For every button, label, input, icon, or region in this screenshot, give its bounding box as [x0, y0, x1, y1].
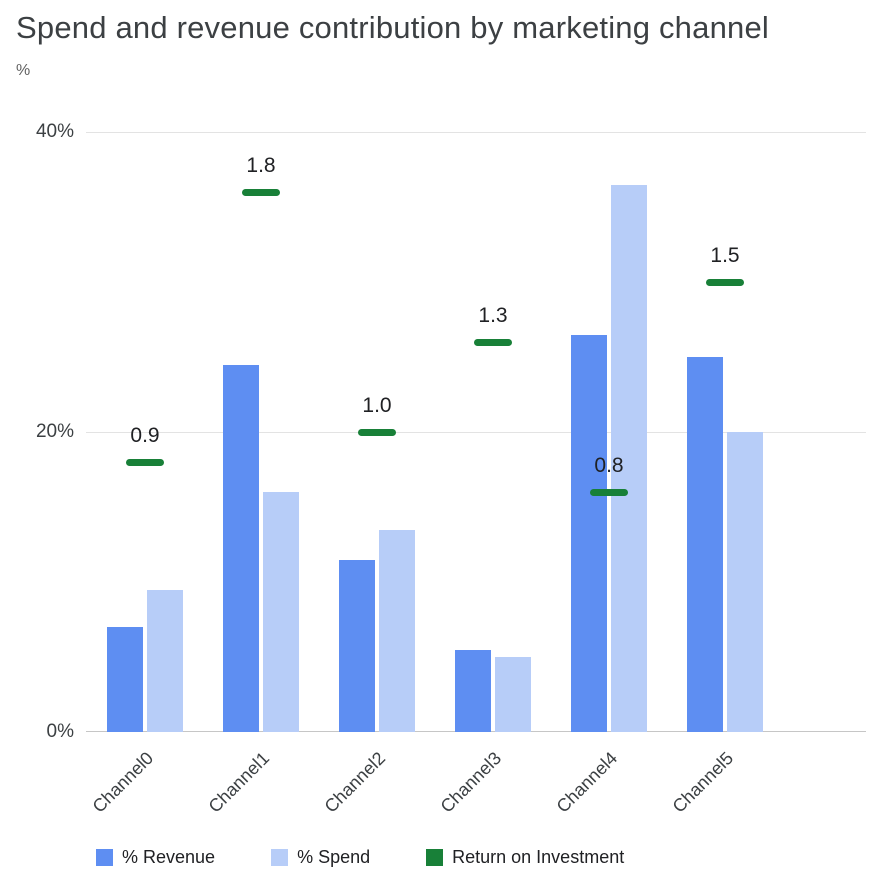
chart-title: Spend and revenue contribution by market… [16, 10, 769, 45]
bar-revenue-channel5 [687, 357, 723, 732]
roi-marker-channel1 [242, 189, 280, 196]
revenue-swatch [96, 849, 113, 866]
roi-marker-channel2 [358, 429, 396, 436]
y-tick-20: 20% [35, 421, 74, 442]
spend-swatch [271, 849, 289, 866]
bar-spend-channel2 [379, 529, 415, 732]
bar-spend-channel5 [727, 432, 763, 732]
roi-value-channel1: 1.8 [246, 154, 276, 177]
x-axis-label-channel2: Channel2 [320, 748, 390, 817]
roi-swatch [426, 849, 444, 866]
roi-value-channel2: 1.0 [362, 394, 392, 417]
y-tick-40: 40% [35, 121, 74, 142]
legend-label-revenue: % Revenue [122, 847, 216, 867]
roi-value-channel4: 0.8 [594, 454, 624, 477]
roi-value-channel3: 1.3 [478, 304, 508, 327]
bar-revenue-channel3 [455, 649, 491, 732]
legend-item-revenue: % Revenue [96, 847, 215, 868]
y-tick-0: 0% [46, 721, 74, 742]
bar-revenue-channel4 [571, 334, 607, 732]
y-axis-unit-label: % [16, 62, 31, 79]
gridline-20 [86, 432, 866, 433]
x-axis-label-channel5: Channel5 [668, 748, 738, 817]
x-axis-label-channel1: Channel1 [204, 748, 274, 817]
x-axis-label-channel4: Channel4 [552, 748, 622, 817]
legend-item-roi: Return on Investment [426, 847, 624, 868]
bar-revenue-channel0 [107, 627, 143, 732]
bar-revenue-channel1 [223, 364, 259, 732]
bar-spend-channel0 [147, 589, 183, 732]
legend-label-spend: % Spend [297, 847, 371, 867]
roi-marker-channel5 [706, 279, 744, 286]
roi-marker-channel0 [126, 459, 164, 466]
bar-spend-channel1 [263, 492, 299, 732]
roi-value-channel5: 1.5 [710, 244, 740, 267]
x-axis-label-channel3: Channel3 [436, 748, 506, 817]
bar-spend-channel4 [611, 184, 647, 732]
roi-marker-channel4 [590, 489, 628, 496]
bar-spend-channel3 [495, 657, 531, 732]
legend-label-roi: Return on Investment [452, 847, 625, 867]
gridline-40 [86, 132, 866, 133]
x-axis-label-channel0: Channel0 [88, 748, 158, 817]
roi-marker-channel3 [474, 339, 512, 346]
plot-area: 0.9 Channel0 1.8 Channel1 1.0 Channel2 1.3 Chan… [86, 132, 866, 817]
legend: % Revenue % Spend Return on Investment [96, 847, 624, 868]
roi-value-channel0: 0.9 [130, 424, 160, 447]
bar-revenue-channel2 [339, 559, 375, 732]
legend-item-spend: % Spend [271, 847, 370, 868]
